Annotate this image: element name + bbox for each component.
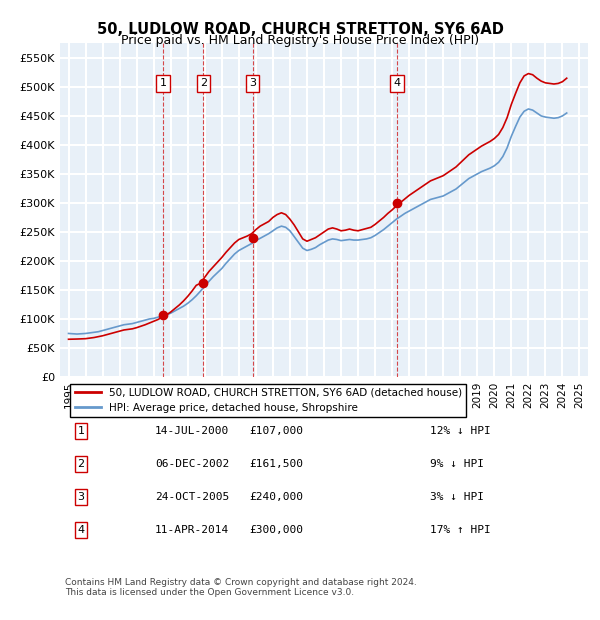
Text: 3: 3 (77, 492, 85, 502)
Text: £161,500: £161,500 (249, 459, 303, 469)
Legend: 50, LUDLOW ROAD, CHURCH STRETTON, SY6 6AD (detached house), HPI: Average price, : 50, LUDLOW ROAD, CHURCH STRETTON, SY6 6A… (70, 384, 466, 417)
Text: 2: 2 (77, 459, 85, 469)
Text: 50, LUDLOW ROAD, CHURCH STRETTON, SY6 6AD: 50, LUDLOW ROAD, CHURCH STRETTON, SY6 6A… (97, 22, 503, 37)
Text: 9% ↓ HPI: 9% ↓ HPI (430, 459, 484, 469)
Text: 1: 1 (77, 426, 85, 436)
Text: Contains HM Land Registry data © Crown copyright and database right 2024.
This d: Contains HM Land Registry data © Crown c… (65, 578, 417, 597)
Text: 11-APR-2014: 11-APR-2014 (155, 525, 229, 535)
Text: 2: 2 (200, 78, 207, 89)
Text: 14-JUL-2000: 14-JUL-2000 (155, 426, 229, 436)
Text: 17% ↑ HPI: 17% ↑ HPI (430, 525, 490, 535)
Text: £300,000: £300,000 (249, 525, 303, 535)
Text: 24-OCT-2005: 24-OCT-2005 (155, 492, 229, 502)
Text: 3% ↓ HPI: 3% ↓ HPI (430, 492, 484, 502)
Text: 4: 4 (394, 78, 400, 89)
Text: £107,000: £107,000 (249, 426, 303, 436)
Text: 1: 1 (160, 78, 166, 89)
Text: 3: 3 (249, 78, 256, 89)
Text: £240,000: £240,000 (249, 492, 303, 502)
Text: 12% ↓ HPI: 12% ↓ HPI (430, 426, 490, 436)
Text: 4: 4 (77, 525, 85, 535)
Text: Price paid vs. HM Land Registry's House Price Index (HPI): Price paid vs. HM Land Registry's House … (121, 34, 479, 47)
Text: 06-DEC-2002: 06-DEC-2002 (155, 459, 229, 469)
